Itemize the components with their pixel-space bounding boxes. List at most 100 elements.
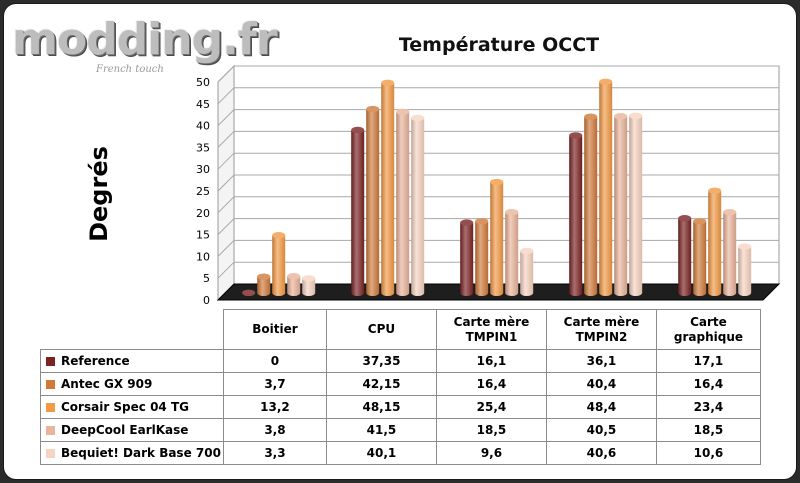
brand-logo: modding.fr French touch <box>12 14 278 86</box>
bar <box>629 112 643 296</box>
data-label: 48,15 <box>325 395 437 419</box>
legend-swatch <box>46 449 55 458</box>
x-tick-label: Carte mère TMPIN1 <box>435 309 547 350</box>
legend-entry: Bequiet! Dark Base 700 <box>40 441 224 465</box>
data-label: 9,6 <box>435 441 547 465</box>
y-tick-label: 35 <box>196 141 210 154</box>
bar <box>678 215 692 296</box>
data-table: Boitier CPU Carte mère TMPIN1 Carte mère TMPI… <box>40 309 761 465</box>
data-label: 18,5 <box>435 418 547 442</box>
x-tick-label: Carte graphique <box>655 309 761 350</box>
bar <box>411 114 425 297</box>
data-label: 36,1 <box>545 349 657 373</box>
bar <box>520 247 534 296</box>
y-tick-label: 25 <box>196 185 210 198</box>
gridline <box>217 130 779 148</box>
bar <box>351 126 365 296</box>
data-label: 40,6 <box>545 441 657 465</box>
data-label: 37,35 <box>325 349 437 373</box>
category-label-line: graphique <box>673 329 744 344</box>
category-label-line: Carte mère <box>563 314 640 329</box>
x-tick-label: Boitier <box>222 309 327 350</box>
chart-frame: modding.fr French touch Température OCCT… <box>4 4 796 479</box>
series-name: Reference <box>61 354 130 368</box>
legend-swatch <box>46 357 55 366</box>
gridline <box>217 87 779 105</box>
category-label-line: Carte <box>690 314 727 329</box>
bar <box>505 208 519 296</box>
data-label: 16,1 <box>435 349 547 373</box>
brand-name: modding.fr <box>12 14 278 65</box>
data-label: 3,3 <box>222 441 327 465</box>
y-tick-label: 45 <box>196 98 210 111</box>
data-label: 48,4 <box>545 395 657 419</box>
y-tick-label: 10 <box>196 250 210 263</box>
data-label: 16,4 <box>655 372 761 396</box>
bar <box>738 243 752 296</box>
chart-plot: 0 5 10 15 20 25 30 35 40 45 50 <box>196 64 781 307</box>
bar <box>708 187 722 296</box>
category-label-line: TMPIN2 <box>575 329 628 344</box>
bar <box>272 232 286 296</box>
series-name: Bequiet! Dark Base 700 <box>61 446 221 460</box>
series-name: Corsair Spec 04 TG <box>61 400 189 414</box>
bar <box>381 79 395 296</box>
data-label: 17,1 <box>655 349 761 373</box>
series-name: DeepCool EarlKase <box>61 423 189 437</box>
gridline <box>217 218 779 235</box>
data-label: 3,7 <box>222 372 327 396</box>
gridline <box>217 261 779 279</box>
bar <box>693 218 707 296</box>
gridline <box>217 65 779 83</box>
category-label-line: Carte mère <box>453 314 530 329</box>
legend-swatch <box>46 380 55 389</box>
bar <box>584 113 598 296</box>
category-label-line: CPU <box>367 322 396 336</box>
brand-tagline: French touch <box>96 64 164 75</box>
data-label: 3,8 <box>222 418 327 442</box>
table-row: Corsair Spec 04 TG 13,2 48,15 25,4 48,4 23,4 <box>40 395 761 419</box>
x-tick-label: Carte mère TMPIN2 <box>545 309 657 350</box>
table-row: Reference 0 37,35 16,1 36,1 17,1 <box>40 349 761 373</box>
bar <box>475 218 489 296</box>
gridline <box>217 152 779 170</box>
legend-swatch <box>46 403 55 412</box>
table-row: Bequiet! Dark Base 700 3,3 40,1 9,6 40,6 10,6 <box>40 441 761 465</box>
data-label: 16,4 <box>435 372 547 396</box>
y-tick-label: 5 <box>203 272 210 285</box>
gridline <box>217 109 779 126</box>
legend-swatch <box>46 426 55 435</box>
legend-entry: Reference <box>40 349 224 373</box>
series-name: Antec GX 909 <box>61 377 153 391</box>
x-tick-label: CPU <box>325 309 437 350</box>
gridline <box>217 174 779 192</box>
y-tick-label: 40 <box>196 120 210 133</box>
category-label-line: Boitier <box>252 322 298 336</box>
bar <box>490 178 504 296</box>
data-label: 13,2 <box>222 395 327 419</box>
data-label: 41,5 <box>325 418 437 442</box>
data-label: 0 <box>222 349 327 373</box>
bar <box>287 273 301 296</box>
bar <box>257 273 271 296</box>
y-tick-label: 30 <box>196 163 210 176</box>
bar <box>242 289 256 296</box>
data-label: 10,6 <box>655 441 761 465</box>
bar <box>460 219 474 296</box>
y-tick-label: 50 <box>196 76 210 89</box>
legend-entry: Corsair Spec 04 TG <box>40 395 224 419</box>
table-corner <box>40 309 224 350</box>
bar <box>614 113 628 296</box>
y-tick-label: 20 <box>196 207 210 220</box>
data-label: 25,4 <box>435 395 547 419</box>
legend-entry: DeepCool EarlKase <box>40 418 224 442</box>
table-row: DeepCool EarlKase 3,8 41,5 18,5 40,5 18,5 <box>40 418 761 442</box>
data-label: 23,4 <box>655 395 761 419</box>
chart-title: Température OCCT <box>398 34 600 56</box>
data-label: 40,4 <box>545 372 657 396</box>
bar <box>599 78 613 296</box>
bar <box>366 105 380 296</box>
gridline <box>217 196 779 214</box>
y-tick-label: 0 <box>203 294 210 307</box>
y-tick-label: 15 <box>196 229 210 242</box>
